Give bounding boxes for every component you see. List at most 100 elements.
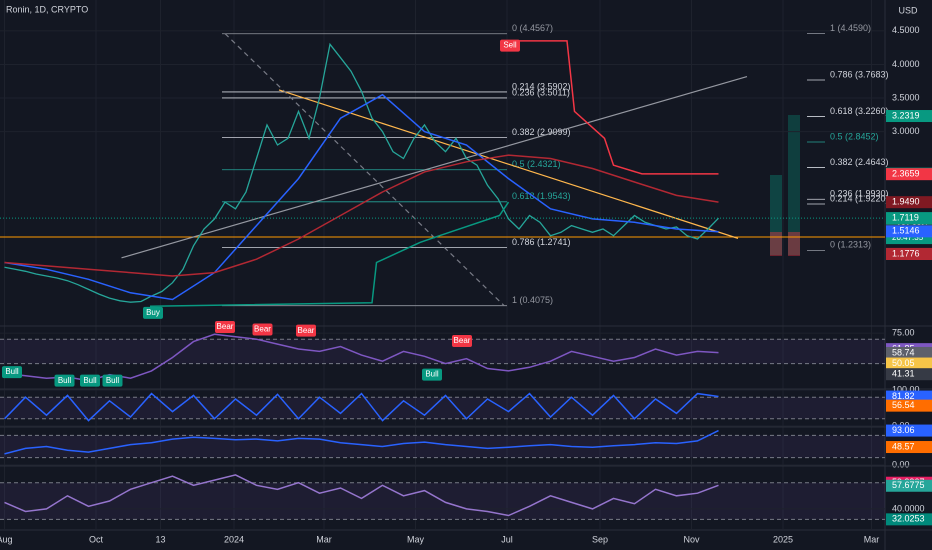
fib-label: 0.382 (2.4643) <box>830 157 889 167</box>
signal-label: Bear <box>252 323 273 336</box>
price-tag-text: 1.9490 <box>892 197 920 207</box>
signal-text: Bull <box>5 367 19 376</box>
price-tag-text: 56.54 <box>892 400 915 410</box>
x-tick-label: Jul <box>501 534 513 544</box>
x-tick-label: Mar <box>864 534 880 544</box>
level-band <box>0 339 885 364</box>
x-tick-label: Nov <box>683 534 700 544</box>
fib-label: 0.214 (1.9220) <box>830 193 889 203</box>
y-tick-label: 0.00 <box>892 459 910 469</box>
signal-box <box>452 335 472 348</box>
signal-label: Bull <box>102 374 123 387</box>
signal-label: Bull <box>80 374 100 387</box>
fib-label: 0 (4.4567) <box>512 23 553 33</box>
price-tag-box <box>886 399 932 412</box>
signal-label: Bull <box>54 374 75 387</box>
x-tick-label: 2025 <box>773 534 793 544</box>
signal-box <box>422 368 442 381</box>
price-tag-box <box>886 390 932 403</box>
price-tag: 50.05 <box>886 357 932 370</box>
signal-box <box>252 323 273 336</box>
signal-box <box>102 374 123 387</box>
fib-label: 0.618 (3.2260) <box>830 106 889 116</box>
series-line <box>3 392 719 422</box>
signal-label: Bear <box>296 324 316 337</box>
price-tag-text: 58.74 <box>892 347 915 357</box>
signal-text: Bear <box>454 336 471 345</box>
price-tag-text: 32.0253 <box>892 514 925 524</box>
price-tag: 57.6775 <box>886 479 932 492</box>
signal-label: Buy <box>143 306 163 319</box>
price-tag-text: 1.1776 <box>892 248 920 258</box>
y-tick-label: 3.5000 <box>892 92 920 102</box>
price-tag-box <box>886 424 932 437</box>
price-tag: 58.74 <box>886 346 932 359</box>
price-tag: 41.31 <box>886 368 932 381</box>
price-tag: 93.06 <box>886 424 932 437</box>
volume-box <box>788 232 800 256</box>
series-line <box>4 42 719 303</box>
fib-label: 0.786 (3.7683) <box>830 69 889 79</box>
currency: USD <box>898 5 918 15</box>
series-line <box>4 333 719 382</box>
price-tag: 81.82 <box>886 390 932 403</box>
fib-label: 0 (1.2313) <box>830 240 871 250</box>
fib-label: 1 (4.4590) <box>830 23 871 33</box>
signal-text: Bear <box>217 322 234 331</box>
price-tag-box <box>886 110 932 123</box>
price-tag-box <box>886 513 932 526</box>
price-tag-text: 1.5146 <box>892 226 920 236</box>
price-tag-text: 48.57 <box>892 441 915 451</box>
x-tick-label: Mar <box>316 534 332 544</box>
price-tag: 56.54 <box>886 399 932 412</box>
price-tag-text: 41.31 <box>892 369 915 379</box>
price-tag-box <box>886 247 932 260</box>
volume-box <box>788 115 800 255</box>
series-line <box>510 40 719 175</box>
signal-label: Sell <box>500 39 520 52</box>
trendline <box>278 89 739 239</box>
fib-label: 0.5 (2.4321) <box>512 159 561 169</box>
fib-label: 1 (0.4075) <box>512 295 553 305</box>
signal-box <box>80 374 100 387</box>
signal-box <box>2 366 22 379</box>
y-tick-label: 4.0000 <box>892 59 920 69</box>
y-tick-label: 3.0000 <box>892 126 920 136</box>
series-line <box>4 154 719 277</box>
price-tag-text: 93.06 <box>892 425 915 435</box>
price-tag-text: 1.7119 <box>892 212 919 222</box>
price-tag: 1.1776 <box>886 247 932 260</box>
y-tick-label: 40.0000 <box>892 503 925 513</box>
signal-box <box>296 324 316 337</box>
price-tag-box <box>886 441 932 454</box>
price-tag-text: 2.3659 <box>892 169 920 179</box>
signal-label: Bull <box>422 368 442 381</box>
price-tag-box <box>886 479 932 492</box>
signal-text: Bear <box>298 326 315 335</box>
symbol: Ronin, 1D, CRYPTO <box>6 4 88 14</box>
fib-label: 0.618 (1.9543) <box>512 191 571 201</box>
price-tag-box <box>886 368 932 381</box>
price-tag-box <box>886 346 932 359</box>
series-line <box>149 201 510 307</box>
fib-label: 0.382 (2.9099) <box>512 127 571 137</box>
signal-text: Sell <box>503 41 517 50</box>
trendline <box>224 33 505 306</box>
price-tag-box <box>886 357 932 370</box>
x-tick-label: Sep <box>592 534 608 544</box>
fib-label: 0.236 (1.9930) <box>830 189 889 199</box>
signal-label: Bear <box>452 335 472 348</box>
series-line <box>4 429 719 455</box>
y-tick-label: 4.5000 <box>892 25 920 35</box>
signal-text: Bear <box>254 325 271 334</box>
signal-label: Bear <box>215 321 235 333</box>
signal-box <box>215 321 235 333</box>
fib-label: 0.236 (3.5011) <box>512 87 570 97</box>
countdown: 20:47:35 <box>892 233 924 242</box>
signal-text: Bull <box>106 376 120 385</box>
price-tag: 1.9490 <box>886 196 932 209</box>
fib-label: 0.786 (1.2741) <box>512 237 571 247</box>
